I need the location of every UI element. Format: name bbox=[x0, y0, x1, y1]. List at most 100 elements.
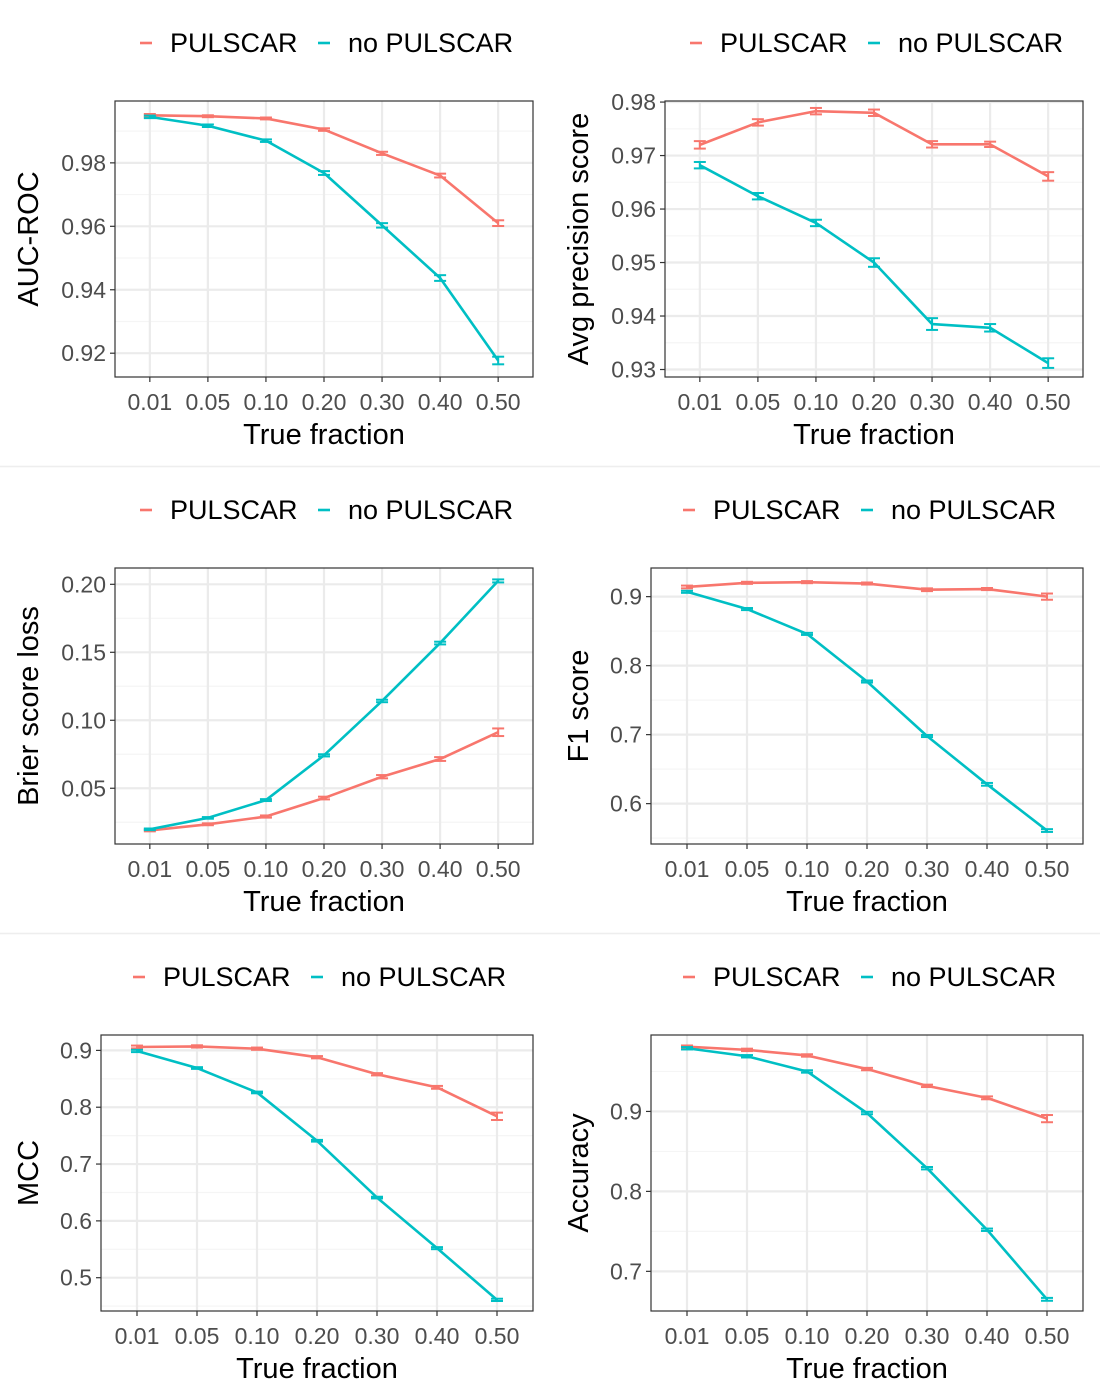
legend-label: PULSCAR bbox=[163, 962, 291, 992]
x-tick-label: 0.40 bbox=[965, 1323, 1010, 1349]
series-no-pulscar bbox=[143, 114, 505, 366]
x-tick-label: 0.50 bbox=[476, 389, 521, 415]
y-tick-label: 0.98 bbox=[611, 89, 656, 115]
data-point bbox=[741, 580, 753, 585]
legend-entry: no PULSCAR bbox=[861, 962, 1056, 992]
data-point bbox=[318, 753, 330, 758]
series-pulscar bbox=[681, 580, 1053, 601]
data-point bbox=[259, 138, 272, 143]
legend: PULSCAR no PULSCAR bbox=[140, 28, 513, 58]
y-tick-label: 0.96 bbox=[61, 213, 106, 239]
data-point bbox=[431, 1084, 443, 1090]
series-no-pulscar bbox=[693, 160, 1055, 369]
data-point bbox=[809, 106, 822, 116]
x-tick-label: 0.50 bbox=[1025, 1323, 1070, 1349]
data-point bbox=[251, 1046, 263, 1051]
data-point bbox=[191, 1044, 203, 1049]
data-point bbox=[201, 822, 214, 827]
x-tick-label: 0.20 bbox=[852, 389, 897, 415]
series-pulscar bbox=[681, 1044, 1053, 1124]
x-tick-label: 0.10 bbox=[244, 389, 289, 415]
x-tick-label: 0.20 bbox=[302, 389, 347, 415]
y-tick-label: 0.6 bbox=[60, 1208, 92, 1234]
x-tick-label: 0.01 bbox=[115, 1323, 160, 1349]
legend-entry: PULSCAR bbox=[690, 28, 848, 58]
legend-label: PULSCAR bbox=[713, 962, 841, 992]
data-point bbox=[431, 1246, 443, 1251]
legend-label: no PULSCAR bbox=[348, 495, 513, 525]
series-pulscar bbox=[131, 1044, 503, 1122]
x-tick-label: 0.20 bbox=[845, 856, 890, 882]
y-tick-label: 0.9 bbox=[610, 1098, 642, 1124]
data-point bbox=[143, 114, 156, 120]
series-no-pulscar bbox=[131, 1048, 503, 1302]
data-point bbox=[984, 323, 997, 333]
y-tick-label: 0.8 bbox=[610, 653, 642, 679]
series-no-pulscar bbox=[143, 578, 505, 832]
data-point bbox=[251, 1090, 263, 1095]
data-point bbox=[201, 816, 214, 820]
x-tick-label: 0.30 bbox=[910, 389, 955, 415]
x-tick-label: 0.10 bbox=[794, 389, 839, 415]
x-tick-label: 0.10 bbox=[235, 1323, 280, 1349]
data-point bbox=[434, 274, 447, 282]
data-point bbox=[741, 607, 753, 612]
data-point bbox=[131, 1044, 143, 1050]
data-point bbox=[434, 756, 447, 762]
data-point bbox=[861, 581, 873, 586]
y-tick-label: 0.7 bbox=[610, 1258, 642, 1284]
legend-label: no PULSCAR bbox=[348, 28, 513, 58]
legend: PULSCAR no PULSCAR bbox=[683, 495, 1056, 525]
data-point bbox=[801, 631, 813, 636]
x-tick-label: 0.05 bbox=[186, 389, 231, 415]
x-tick-label: 0.30 bbox=[905, 1323, 950, 1349]
x-tick-label: 0.40 bbox=[418, 389, 463, 415]
data-point bbox=[868, 108, 880, 117]
data-point bbox=[371, 1195, 383, 1200]
data-point bbox=[801, 580, 813, 585]
data-point bbox=[318, 170, 330, 176]
data-point bbox=[681, 584, 693, 590]
data-point bbox=[1042, 171, 1055, 182]
data-point bbox=[318, 795, 330, 801]
legend-entry: PULSCAR bbox=[683, 495, 841, 525]
y-tick-label: 0.7 bbox=[610, 722, 642, 748]
data-point bbox=[259, 814, 272, 819]
x-axis-title: True fraction bbox=[786, 1353, 948, 1385]
y-tick-label: 0.94 bbox=[61, 277, 106, 303]
data-point bbox=[492, 355, 505, 366]
data-point bbox=[751, 192, 764, 201]
data-point bbox=[926, 140, 939, 149]
y-tick-label: 0.93 bbox=[611, 357, 656, 383]
data-point bbox=[492, 219, 505, 227]
y-axis-title: Avg precision score bbox=[563, 113, 595, 366]
data-point bbox=[741, 1047, 753, 1053]
y-tick-label: 0.94 bbox=[611, 303, 656, 329]
y-tick-label: 0.96 bbox=[611, 196, 656, 222]
data-point bbox=[801, 1053, 813, 1058]
y-tick-label: 0.5 bbox=[60, 1265, 92, 1291]
data-point bbox=[259, 116, 272, 121]
x-axis-title: True fraction bbox=[793, 419, 955, 451]
data-point bbox=[861, 1110, 873, 1116]
y-axis-title: Accuracy bbox=[563, 1113, 595, 1233]
data-point bbox=[1042, 357, 1055, 369]
x-tick-label: 0.01 bbox=[127, 389, 172, 415]
x-tick-label: 0.30 bbox=[360, 389, 405, 415]
legend-label: no PULSCAR bbox=[891, 495, 1056, 525]
data-point bbox=[868, 257, 880, 268]
data-point bbox=[981, 1227, 993, 1232]
data-point bbox=[801, 1069, 813, 1074]
x-tick-label: 0.01 bbox=[677, 389, 722, 415]
data-point bbox=[492, 578, 505, 584]
data-point bbox=[1041, 1296, 1053, 1302]
legend: PULSCAR no PULSCAR bbox=[133, 962, 506, 992]
x-tick-label: 0.40 bbox=[415, 1323, 460, 1349]
x-tick-label: 0.40 bbox=[418, 856, 463, 882]
y-tick-label: 0.15 bbox=[61, 639, 106, 665]
legend: PULSCAR no PULSCAR bbox=[140, 495, 513, 525]
legend-entry: no PULSCAR bbox=[868, 28, 1063, 58]
x-tick-label: 0.20 bbox=[845, 1323, 890, 1349]
data-point bbox=[491, 1111, 503, 1122]
y-tick-label: 0.20 bbox=[61, 571, 106, 597]
